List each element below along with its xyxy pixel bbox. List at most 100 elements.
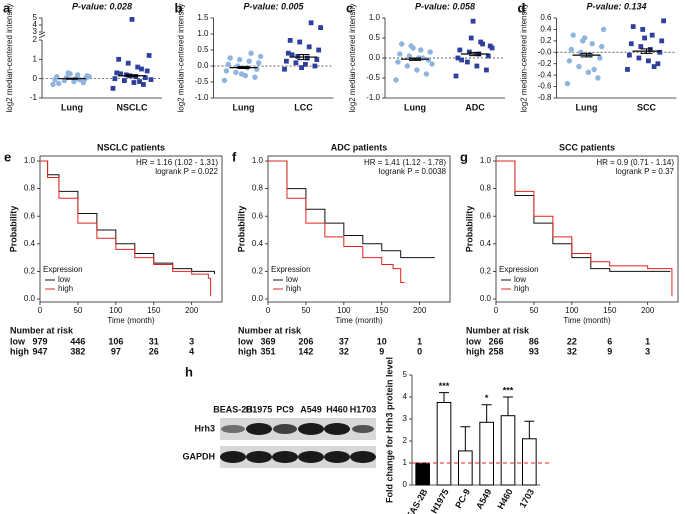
data-point: [144, 68, 150, 74]
y-tick-label: 0.6: [24, 211, 36, 220]
data-point: [453, 73, 459, 79]
risk-row-label: low: [10, 336, 26, 346]
risk-value: 3: [189, 336, 194, 346]
chart-title: ADC patients: [331, 142, 388, 152]
x-tick-label: 150: [147, 306, 161, 315]
chart-title: P-value: 0.028: [72, 1, 132, 11]
risk-value: 0: [417, 346, 422, 356]
cell-line-label: A549: [300, 404, 322, 414]
x-tick-label: Lung: [61, 102, 83, 112]
error-bar: [503, 396, 513, 416]
data-point: [429, 61, 435, 67]
data-point: [642, 35, 647, 41]
y-tick-label: -0.6: [538, 82, 552, 91]
data-point: [657, 49, 663, 55]
data-point: [318, 25, 323, 30]
risk-value: 93: [529, 346, 539, 356]
data-point: [474, 63, 480, 69]
data-point: [284, 58, 289, 64]
y-tick-label: 1.0: [369, 13, 381, 22]
data-point: [110, 85, 116, 91]
x-tick-label: 200: [641, 306, 655, 315]
x-tick-label: Lung: [233, 102, 255, 112]
data-point: [237, 56, 243, 63]
data-point: [570, 32, 576, 38]
risk-value: 206: [298, 336, 313, 346]
survival-curve: [40, 160, 212, 297]
cell-line-label: H1703: [350, 404, 377, 414]
logrank-text: logrank P = 0.37: [616, 167, 675, 176]
legend-label: high: [286, 284, 301, 293]
bar: [479, 421, 494, 486]
risk-row-label: high: [466, 346, 485, 356]
error-bar: [439, 392, 449, 403]
risk-title: Number at risk: [10, 325, 74, 335]
x-axis-label: Time (month): [335, 316, 383, 325]
y-tick-label: 1: [403, 458, 408, 467]
data-point: [566, 58, 573, 64]
risk-title: Number at risk: [466, 325, 530, 335]
x-tick-label: ADC: [465, 102, 485, 112]
y-tick-label: 0.8: [24, 184, 36, 193]
y-tick-label: 0.6: [252, 211, 264, 220]
y-tick-label: 0.0: [197, 61, 209, 70]
data-point: [221, 77, 228, 84]
risk-value: 979: [32, 336, 47, 346]
data-point: [480, 41, 485, 47]
data-point: [297, 39, 303, 45]
y-axis-label: Probability: [464, 206, 474, 253]
data-point: [397, 51, 403, 57]
sem-bar: [297, 53, 310, 61]
x-tick-label: NSCLC: [117, 102, 148, 112]
blot-row-label: GAPDH: [182, 451, 215, 461]
y-axis-label: Fold change for Hrh3 protein level: [384, 357, 394, 503]
data-point: [257, 53, 264, 60]
x-tick-label: 100: [109, 306, 123, 315]
legend-label: low: [286, 275, 298, 284]
y-tick-label: 0.0: [369, 53, 381, 62]
risk-value: 351: [260, 346, 275, 356]
x-tick-label: SCC: [637, 102, 657, 112]
plot-frame: [267, 155, 451, 303]
data-point: [646, 58, 651, 64]
data-point: [465, 59, 470, 65]
data-point: [141, 82, 146, 87]
y-tick-label: 0.4: [24, 239, 36, 248]
data-point: [308, 20, 314, 26]
data-point: [564, 81, 571, 87]
data-point: [227, 55, 233, 61]
data-point: [600, 26, 607, 33]
data-point: [238, 71, 245, 77]
risk-value: 1: [645, 336, 650, 346]
data-point: [568, 46, 574, 53]
chart-title: P-value: 0.005: [243, 1, 304, 11]
x-tick-label: Lung: [576, 102, 598, 112]
y-axis-label: log2 median-centered intensity: [520, 4, 529, 113]
y-tick-label: 2: [403, 436, 408, 445]
x-tick-label: 200: [413, 306, 427, 315]
legend-label: low: [514, 275, 526, 284]
legend-title: Expression: [43, 265, 83, 274]
y-tick-label: 1.0: [24, 156, 36, 165]
x-tick-label: LCC: [294, 102, 313, 112]
data-point: [595, 75, 601, 81]
x-tick-label: H1975: [429, 487, 451, 514]
sem-bar: [640, 48, 653, 54]
y-tick-label: 0.6: [480, 211, 492, 220]
data-point: [316, 47, 322, 53]
data-point: [50, 81, 56, 88]
axis-break: [38, 31, 46, 39]
data-point: [591, 66, 597, 73]
y-tick-label: 0.2: [540, 36, 552, 45]
risk-title: Number at risk: [238, 325, 302, 335]
panel-letter: c: [346, 0, 353, 15]
significance: ***: [439, 381, 450, 391]
data-point: [630, 24, 636, 29]
risk-value: 106: [108, 336, 123, 346]
y-tick-label: 0: [403, 480, 408, 489]
data-point: [406, 53, 412, 59]
risk-value: 37: [339, 336, 349, 346]
y-tick-label: 2: [33, 35, 38, 44]
data-point: [293, 60, 299, 66]
data-point: [649, 32, 655, 38]
